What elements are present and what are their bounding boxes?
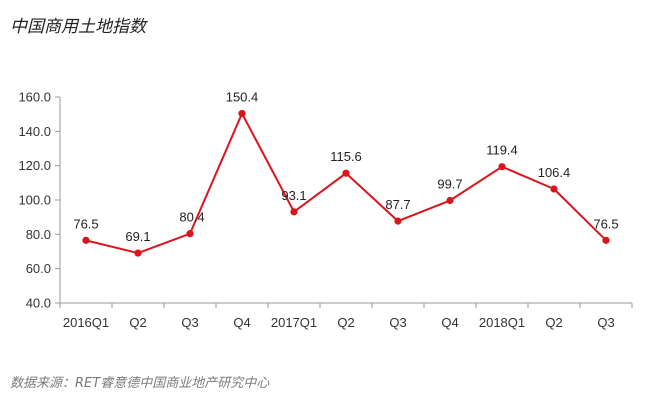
- data-source-note: 数据来源：RET睿意德中国商业地产研究中心: [10, 376, 270, 391]
- x-axis: 2016Q1 Q2 Q3 Q4 2017Q1 Q2 Q3 Q4 2018Q1 Q2 Q3: [59, 302, 633, 330]
- y-tick-label: 140.0: [18, 124, 51, 139]
- x-tick-label: Q4: [233, 315, 250, 330]
- x-tick-label: 2016Q1: [63, 315, 109, 330]
- x-tick-label: 2017Q1: [271, 315, 317, 330]
- data-label: 150.4: [226, 89, 259, 104]
- x-tick-label: Q4: [441, 315, 458, 330]
- data-label: 87.7: [385, 197, 410, 212]
- data-point: [82, 236, 90, 244]
- y-tick-label: 60.0: [26, 261, 51, 276]
- data-point: [342, 169, 350, 177]
- data-label: 76.5: [593, 216, 618, 231]
- data-label: 106.4: [538, 165, 571, 180]
- y-axis: 40.0 60.0 80.0 100.0 120.0 140.0 160.0: [18, 90, 61, 311]
- x-tick-label: Q3: [389, 315, 406, 330]
- x-tick-label: Q3: [597, 315, 614, 330]
- series-line-group: [85, 112, 607, 255]
- data-point: [446, 196, 454, 205]
- data-label: 76.5: [73, 216, 98, 231]
- x-tick-label: Q2: [129, 315, 146, 330]
- x-tick-label: Q3: [181, 315, 198, 330]
- y-tick-label: 160.0: [18, 90, 51, 105]
- data-point: [602, 236, 610, 244]
- series-line: [85, 112, 607, 255]
- x-tick-label: Q2: [545, 315, 562, 330]
- data-point: [498, 163, 506, 171]
- data-label: 80.4: [179, 210, 204, 225]
- data-point: [134, 249, 142, 257]
- data-label: 119.4: [486, 143, 518, 158]
- points-group: [82, 109, 610, 257]
- y-tick-label: 80.0: [26, 227, 51, 242]
- y-tick-label: 120.0: [18, 158, 51, 173]
- data-label: 69.1: [125, 229, 150, 244]
- data-point: [290, 208, 298, 216]
- data-label: 93.1: [281, 188, 306, 203]
- data-point: [186, 230, 194, 238]
- data-point: [394, 217, 402, 225]
- x-tick-label: Q2: [337, 315, 354, 330]
- x-tick-label: 2018Q1: [479, 315, 525, 330]
- data-labels-group: 76.5 69.1 80.4 150.4 93.1 115.6 87.7 99.7 119.4 1…: [73, 89, 618, 244]
- data-label: 115.6: [330, 149, 362, 164]
- data-point: [550, 185, 558, 193]
- y-tick-label: 100.0: [18, 193, 51, 208]
- data-label: 99.7: [437, 177, 462, 192]
- data-point: [238, 109, 246, 118]
- chart-title: 中国商用土地指数: [10, 17, 146, 37]
- y-tick-label: 40.0: [26, 296, 51, 311]
